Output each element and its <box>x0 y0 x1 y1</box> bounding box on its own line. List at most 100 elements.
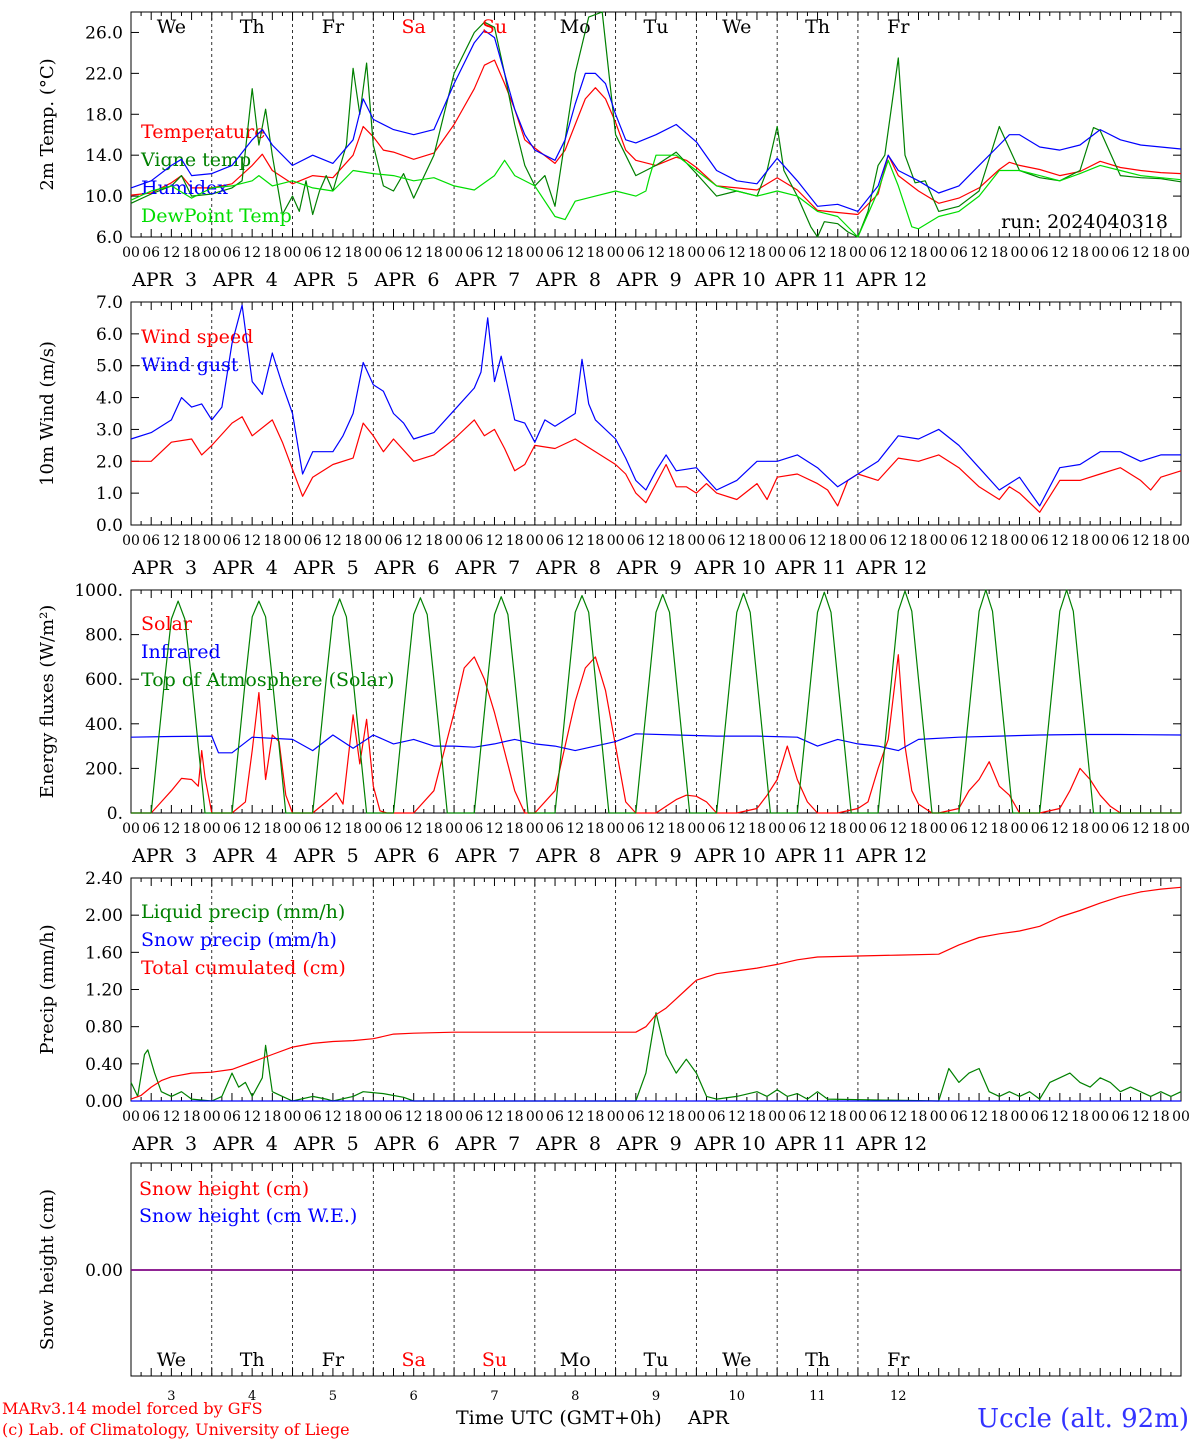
hour-tick-label: 12 <box>970 533 988 549</box>
hour-tick-label: 00 <box>364 533 382 549</box>
hour-tick-label: 06 <box>465 821 483 837</box>
y-tick-label: 10.0 <box>85 187 123 207</box>
hour-tick-label: 12 <box>486 533 504 549</box>
hour-tick-label: 12 <box>809 821 827 837</box>
hour-tick-label: 00 <box>364 1109 382 1125</box>
panel-2-frame <box>130 301 1182 526</box>
hour-tick-label: 00 <box>284 533 302 549</box>
hour-tick-label: 12 <box>809 533 827 549</box>
weekday-label: Su <box>482 1349 507 1371</box>
weekday-label: Fr <box>322 16 345 38</box>
hour-tick-label: 18 <box>344 821 362 837</box>
date-label: APR 8 <box>535 557 601 579</box>
hour-tick-label: 18 <box>990 821 1008 837</box>
hour-tick-label: 06 <box>223 821 241 837</box>
hour-tick-label: 00 <box>1011 245 1029 261</box>
hour-tick-label: 18 <box>587 821 605 837</box>
hour-tick-label: 00 <box>445 533 463 549</box>
weekday-label: Mo <box>560 1349 591 1371</box>
hour-tick-label: 18 <box>506 533 524 549</box>
hour-tick-label: 18 <box>1071 1109 1089 1125</box>
hour-tick-label: 06 <box>304 245 322 261</box>
hour-tick-label: 18 <box>425 821 443 837</box>
weekday-label: Tu <box>644 1349 669 1371</box>
date-label: APR 4 <box>212 1133 278 1155</box>
y-tick-label: 0.40 <box>85 1055 123 1075</box>
date-label: APR 3 <box>131 269 197 291</box>
date-label: APR 6 <box>373 1133 439 1155</box>
hour-tick-label: 06 <box>385 1109 403 1125</box>
hour-tick-label: 00 <box>849 821 867 837</box>
hour-tick-label: 18 <box>910 821 928 837</box>
hour-tick-label: 12 <box>1132 821 1150 837</box>
hour-tick-label: 18 <box>829 533 847 549</box>
hour-tick-label: 00 <box>122 533 140 549</box>
hour-tick-label: 18 <box>667 533 685 549</box>
hour-tick-label: 06 <box>788 1109 806 1125</box>
y-tick-label: 4.0 <box>96 389 123 409</box>
weekday-label: Sa <box>402 16 426 38</box>
hour-tick-label: 18 <box>263 821 281 837</box>
legend-entry: Temperature <box>141 121 265 143</box>
legend-entry: Wind speed <box>141 326 253 348</box>
date-label: APR 9 <box>616 557 682 579</box>
hour-tick-label: 06 <box>869 821 887 837</box>
legend-entry: Solar <box>141 613 193 635</box>
hour-tick-label: 00 <box>1172 245 1190 261</box>
legend-entry: Snow height (cm) <box>139 1178 309 1200</box>
date-label: APR 6 <box>373 845 439 867</box>
hour-tick-label: 18 <box>990 533 1008 549</box>
hour-tick-label: 18 <box>748 533 766 549</box>
y-tick-label: 800. <box>85 626 123 646</box>
hour-tick-label: 18 <box>1152 1109 1170 1125</box>
x-axis-title: Time UTC (GMT+0h) <box>456 1407 662 1429</box>
date-label: APR 8 <box>535 845 601 867</box>
hour-tick-label: 06 <box>950 533 968 549</box>
date-label: APR 7 <box>454 845 520 867</box>
hour-tick-label: 06 <box>546 533 564 549</box>
hour-tick-label: 18 <box>667 821 685 837</box>
legend-entry: Snow precip (mm/h) <box>141 929 337 951</box>
hour-tick-label: 00 <box>203 533 221 549</box>
day-number-label: 9 <box>652 1389 660 1404</box>
hour-tick-label: 12 <box>405 245 423 261</box>
hour-tick-label: 12 <box>728 533 746 549</box>
model-credit: MARv3.14 model forced by GFS <box>2 1399 263 1418</box>
hour-tick-label: 18 <box>910 533 928 549</box>
hour-tick-label: 06 <box>546 1109 564 1125</box>
hour-tick-label: 18 <box>263 533 281 549</box>
y-tick-label: 7.0 <box>96 293 123 313</box>
hour-tick-label: 12 <box>405 533 423 549</box>
hour-tick-label: 06 <box>950 245 968 261</box>
hour-tick-label: 12 <box>1051 533 1069 549</box>
hour-tick-label: 00 <box>203 1109 221 1125</box>
hour-tick-label: 12 <box>243 533 261 549</box>
weekday-label: Th <box>805 16 830 38</box>
date-label: APR 4 <box>212 845 278 867</box>
hour-tick-label: 06 <box>223 245 241 261</box>
y-tick-label: 200. <box>85 759 123 779</box>
hour-tick-label: 12 <box>405 1109 423 1125</box>
hour-tick-label: 00 <box>1011 821 1029 837</box>
hour-tick-label: 06 <box>1112 821 1130 837</box>
weekday-label: Th <box>805 1349 830 1371</box>
weekday-label: Th <box>240 16 265 38</box>
hour-tick-label: 00 <box>607 533 625 549</box>
hour-tick-label: 12 <box>566 533 584 549</box>
date-label: APR 7 <box>454 557 520 579</box>
day-number-label: 12 <box>890 1389 907 1404</box>
date-label: APR 12 <box>855 269 927 291</box>
y-tick-label: 22.0 <box>85 64 123 84</box>
series-line-solar <box>131 654 1181 814</box>
series-line-top-of-atmosphere-solar- <box>131 589 1181 814</box>
hour-tick-label: 12 <box>486 821 504 837</box>
hour-tick-label: 00 <box>122 821 140 837</box>
hour-tick-label: 12 <box>1132 533 1150 549</box>
date-label: APR 11 <box>774 845 846 867</box>
date-label: APR 11 <box>774 269 846 291</box>
hour-tick-label: 18 <box>748 821 766 837</box>
hour-tick-label: 12 <box>324 533 342 549</box>
hour-tick-label: 18 <box>1152 245 1170 261</box>
hour-tick-label: 12 <box>243 245 261 261</box>
hour-tick-label: 18 <box>667 1109 685 1125</box>
